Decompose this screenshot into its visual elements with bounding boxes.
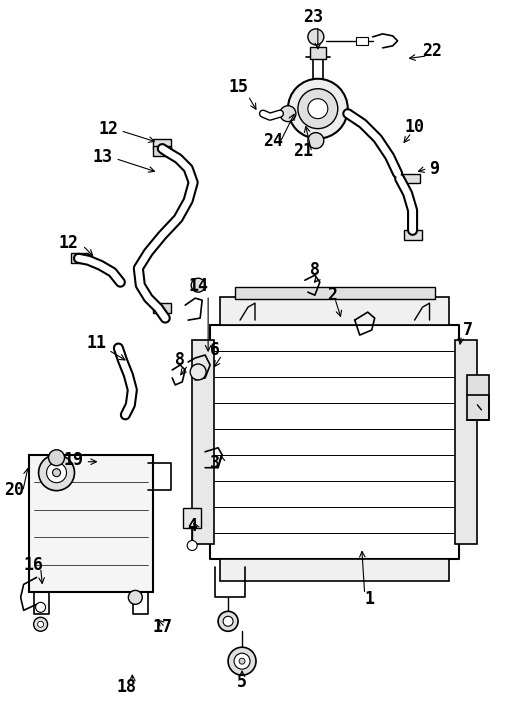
- Bar: [404, 230, 422, 241]
- Bar: [153, 303, 171, 313]
- Text: 14: 14: [188, 277, 208, 295]
- Text: 19: 19: [64, 451, 84, 469]
- Text: 12: 12: [98, 120, 119, 138]
- Circle shape: [234, 653, 250, 669]
- Text: 18: 18: [116, 678, 136, 696]
- Text: 8: 8: [175, 351, 185, 369]
- Text: 17: 17: [152, 618, 172, 636]
- Text: 21: 21: [293, 141, 313, 159]
- Circle shape: [288, 79, 348, 139]
- Text: 2: 2: [327, 286, 337, 304]
- Bar: [29, 454, 153, 592]
- Circle shape: [37, 621, 44, 628]
- Text: 13: 13: [92, 148, 112, 166]
- Bar: [235, 287, 435, 299]
- Bar: [220, 559, 449, 582]
- Circle shape: [218, 611, 238, 631]
- Circle shape: [280, 106, 296, 121]
- Text: 12: 12: [58, 234, 78, 252]
- Text: 23: 23: [303, 8, 323, 26]
- Text: 6: 6: [210, 341, 220, 359]
- Text: 8: 8: [310, 261, 320, 279]
- Text: 22: 22: [423, 42, 443, 60]
- Text: 24: 24: [263, 131, 283, 149]
- Text: 10: 10: [405, 118, 425, 136]
- Circle shape: [52, 469, 61, 477]
- Bar: [456, 340, 478, 544]
- Bar: [183, 508, 201, 528]
- Bar: [220, 297, 449, 325]
- Bar: [356, 37, 368, 45]
- Circle shape: [223, 616, 233, 626]
- Circle shape: [187, 541, 197, 551]
- Text: 20: 20: [4, 480, 24, 498]
- Circle shape: [35, 602, 46, 612]
- Bar: [467, 375, 489, 420]
- Text: 1: 1: [365, 590, 374, 608]
- Bar: [398, 174, 420, 184]
- Circle shape: [49, 449, 65, 466]
- Circle shape: [47, 462, 67, 482]
- Text: 4: 4: [187, 516, 197, 534]
- Circle shape: [34, 617, 48, 631]
- Circle shape: [308, 29, 324, 45]
- Circle shape: [128, 590, 142, 605]
- Bar: [153, 146, 171, 156]
- Circle shape: [308, 133, 324, 149]
- Text: 7: 7: [462, 321, 472, 339]
- Circle shape: [228, 647, 256, 675]
- Circle shape: [38, 454, 74, 490]
- Circle shape: [190, 364, 206, 380]
- Text: 16: 16: [24, 556, 44, 574]
- Bar: [310, 47, 326, 59]
- Text: 5: 5: [237, 673, 247, 691]
- Bar: [70, 253, 88, 264]
- Text: 9: 9: [429, 159, 440, 177]
- Text: 11: 11: [86, 334, 106, 352]
- Text: 15: 15: [228, 78, 248, 95]
- Bar: [153, 139, 171, 149]
- Circle shape: [239, 658, 245, 664]
- Circle shape: [191, 278, 205, 292]
- Bar: [192, 340, 214, 544]
- Text: 3: 3: [210, 454, 220, 472]
- Circle shape: [298, 89, 338, 129]
- Circle shape: [308, 98, 328, 118]
